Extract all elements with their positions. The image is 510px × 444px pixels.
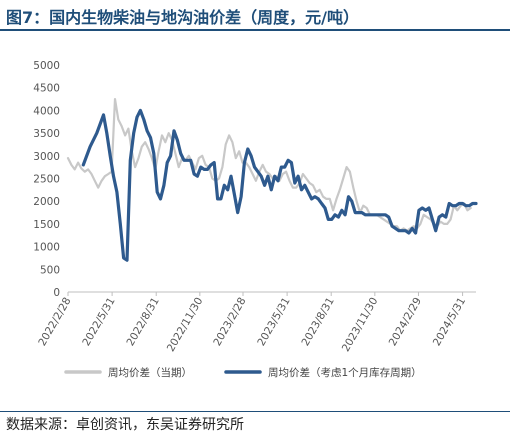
x-tick-label: 2023/11/30: [340, 296, 381, 354]
y-tick-label: 0: [53, 287, 60, 299]
x-tick-label: 2023/2/28: [211, 296, 248, 349]
y-tick-label: 5000: [33, 60, 60, 72]
source-rule: [0, 411, 510, 412]
x-tick-label: 2022/11/30: [165, 296, 206, 354]
y-tick-label: 3000: [33, 151, 60, 163]
y-tick-label: 4500: [33, 83, 60, 95]
series-line-lagged: [81, 108, 478, 262]
x-axis-ticks: 2022/2/28 2022/5/31 2022/8/31 2022/11/30 202…: [36, 292, 468, 354]
y-tick-label: 1000: [33, 242, 60, 254]
legend-label-lagged: 周均价差（考虑1个月库存周期）: [268, 366, 422, 379]
legend-label-current: 周均价差（当期）: [108, 366, 192, 379]
chart-title: 图7：国内生物柴油与地沟油价差（周度，元/吨）: [6, 8, 359, 27]
series-line-current: [66, 97, 472, 232]
source-note: 数据来源：卓创资讯，东吴证券研究所: [6, 417, 244, 433]
x-tick-label: 2024/2/29: [387, 296, 424, 349]
title-rule: [0, 29, 510, 31]
x-tick-label: 2024/5/31: [431, 296, 468, 349]
y-tick-label: 2000: [33, 196, 60, 208]
x-tick-label: 2022/8/31: [125, 296, 162, 349]
x-tick-label: 2022/2/28: [36, 296, 73, 349]
plot-area: [66, 97, 478, 262]
y-axis-ticks: 0 500 1000 1500 2000 2500 3000 3500 4000 4500 5000: [33, 60, 60, 299]
x-tick-label: 2022/5/31: [80, 296, 117, 349]
y-tick-label: 4000: [33, 105, 60, 117]
x-tick-label: 2023/5/31: [255, 296, 292, 349]
y-tick-label: 1500: [33, 219, 60, 231]
chart: 0 500 1000 1500 2000 2500 3000 3500 4000 4500 5000…: [33, 60, 478, 379]
y-tick-label: 2500: [33, 174, 60, 186]
legend: 周均价差（当期） 周均价差（考虑1个月库存周期）: [64, 366, 422, 379]
y-tick-label: 500: [40, 264, 60, 276]
y-tick-label: 3500: [33, 128, 60, 140]
x-tick-label: 2023/8/31: [299, 296, 336, 349]
